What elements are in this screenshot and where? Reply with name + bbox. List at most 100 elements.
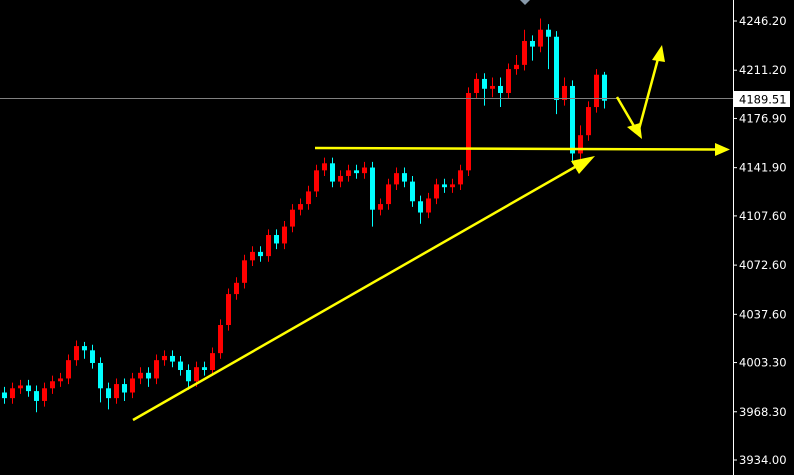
candle-bearish	[570, 80, 575, 164]
candle-body	[474, 78, 479, 93]
candle-bearish	[498, 77, 503, 108]
candle-body	[58, 378, 63, 382]
candle-body	[298, 204, 303, 210]
scroll-marker-icon[interactable]	[520, 0, 530, 5]
price-tick-label: 4037.60	[739, 307, 787, 321]
candle-body	[538, 29, 543, 47]
candle-bearish	[82, 341, 87, 359]
candle-body	[506, 69, 511, 93]
candle-bullish	[242, 254, 247, 289]
candle-bullish	[154, 354, 159, 385]
candle-bullish	[74, 340, 79, 366]
candle-body	[266, 235, 271, 257]
candle-bullish	[42, 382, 47, 407]
forecast-zigzag[interactable]	[615, 54, 661, 137]
candle-bullish	[138, 367, 143, 385]
current-price-label: 4189.51	[739, 93, 787, 107]
candle-body	[370, 167, 375, 210]
candle-body	[162, 355, 167, 361]
candle-bullish	[18, 379, 23, 394]
support-trendline[interactable]	[132, 161, 583, 422]
candle-bullish	[282, 220, 287, 250]
candle-bearish	[370, 161, 375, 227]
candle-bearish	[482, 73, 487, 106]
candle-bullish	[218, 319, 223, 359]
candle-bullish	[394, 167, 399, 191]
candle-bullish	[234, 277, 239, 300]
candle-bullish	[338, 170, 343, 188]
price-axis[interactable]: 4246.20 4211.20 4176.90 4141.90 4107.60 4072.…	[733, 0, 790, 475]
candle-body	[234, 282, 239, 295]
candle-bullish	[506, 63, 511, 99]
candle-body	[354, 170, 359, 174]
candle-body	[66, 360, 71, 379]
candle-body	[554, 36, 559, 101]
price-tick-label: 4141.90	[739, 161, 787, 175]
candle-body	[306, 191, 311, 205]
candle-body	[458, 170, 463, 185]
candle-bullish	[514, 55, 519, 75]
candle-bearish	[354, 164, 359, 179]
candle-body	[218, 325, 223, 354]
candle-body	[202, 367, 207, 371]
candle-body	[490, 85, 495, 89]
candles-group	[2, 18, 607, 413]
candle-body	[178, 361, 183, 371]
candle-body	[434, 184, 439, 199]
candle-bullish	[522, 29, 527, 71]
candle-body	[570, 85, 575, 154]
candle-bearish	[2, 386, 7, 404]
candle-body	[362, 167, 367, 174]
candle-bullish	[386, 178, 391, 210]
zigzag-arrowhead-up	[652, 45, 665, 62]
candle-body	[250, 251, 255, 261]
candle-bearish	[602, 71, 607, 109]
candle-bullish	[434, 178, 439, 205]
candle-body	[10, 388, 15, 399]
candle-body	[274, 235, 279, 244]
candle-bullish	[226, 288, 231, 331]
candle-body	[514, 64, 519, 70]
candle-bearish	[410, 175, 415, 207]
candle-body	[418, 201, 423, 213]
candle-body	[106, 388, 111, 399]
candle-bearish	[202, 361, 207, 376]
price-tick-label: 4072.60	[739, 258, 787, 272]
candle-body	[386, 184, 391, 205]
candle-bearish	[442, 178, 447, 193]
candle-bullish	[346, 164, 351, 182]
candle-body	[338, 175, 343, 182]
candle-bearish	[98, 357, 103, 403]
candle-bullish	[538, 18, 543, 53]
candle-bearish	[26, 379, 31, 397]
candle-bullish	[562, 77, 567, 106]
candle-body	[226, 294, 231, 326]
current-price-tag	[734, 91, 790, 107]
drawings	[132, 45, 730, 422]
candle-body	[442, 184, 447, 188]
candle-body	[186, 370, 191, 382]
candle-bearish	[546, 24, 551, 70]
candle-bullish	[490, 77, 495, 98]
trendline-arrowhead	[571, 156, 595, 174]
candle-bullish	[210, 347, 215, 376]
candle-body	[378, 204, 383, 210]
candle-body	[330, 163, 335, 182]
candle-bearish	[258, 246, 263, 262]
candle-bearish	[146, 367, 151, 387]
candle-body	[322, 163, 327, 171]
candle-body	[482, 78, 487, 89]
candle-bullish	[250, 246, 255, 266]
candle-bullish	[450, 178, 455, 193]
candle-bullish	[594, 69, 599, 113]
candle-bearish	[34, 385, 39, 413]
candle-body	[498, 85, 503, 93]
candle-body	[258, 251, 263, 257]
horizontal-support-line[interactable]	[314, 146, 719, 151]
candle-body	[34, 391, 39, 401]
candle-bearish	[186, 364, 191, 390]
candle-bearish	[90, 344, 95, 369]
candle-bearish	[178, 355, 183, 376]
price-tick-label: 3934.00	[739, 453, 787, 467]
zigzag-arrowhead-down	[627, 123, 642, 139]
